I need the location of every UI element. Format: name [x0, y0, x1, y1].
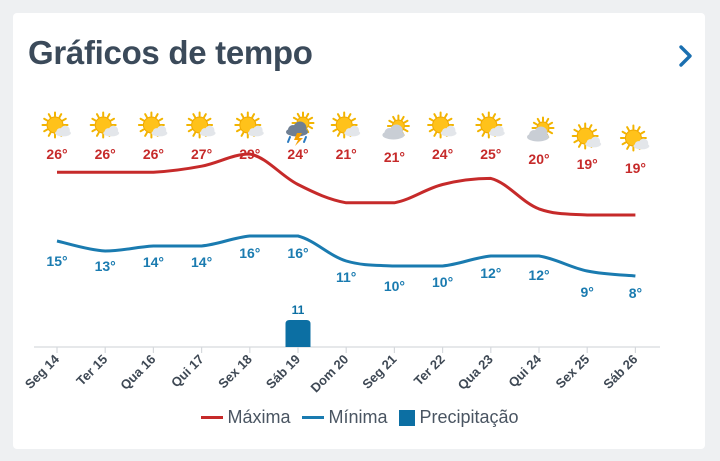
max-temp-label: 21°: [384, 149, 405, 165]
max-temp-label: 20°: [528, 151, 549, 167]
sun-cloud-icon: [186, 111, 216, 139]
sun-cloud-icon: [571, 122, 602, 150]
sun-cloud-icon: [475, 111, 505, 139]
max-temp-label: 26°: [143, 146, 164, 162]
legend-item-precip: Precipitação: [399, 407, 519, 428]
x-tick-label: Sáb 19: [263, 352, 303, 392]
page-title: Gráficos de tempo: [28, 34, 313, 71]
x-tick-label: Ter 15: [73, 352, 110, 389]
min-temp-label: 14°: [191, 254, 212, 270]
sun-cloud-icon: [234, 111, 264, 139]
x-tick-label: Sex 18: [215, 352, 255, 392]
x-tick-label: Seg 14: [22, 351, 63, 392]
cloudy-icon: [527, 116, 555, 142]
x-tick-label: Sáb 26: [600, 352, 640, 392]
sun-cloud-icon: [137, 111, 168, 139]
x-tick-label: Ter 22: [411, 352, 448, 389]
cloudy-icon: [382, 114, 410, 140]
legend-swatch-min: [302, 416, 325, 419]
max-temp-label: 26°: [95, 146, 116, 162]
min-temp-line: [56, 234, 636, 278]
x-tick-label: Seg 21: [359, 352, 399, 392]
sun-cloud-icon: [41, 111, 71, 139]
x-tick-label: Qui 17: [168, 352, 207, 391]
min-temp-label: 10°: [432, 274, 453, 290]
legend-label-min: Mínima: [328, 407, 388, 427]
chevron-right-icon[interactable]: [674, 42, 696, 70]
max-temp-label: 26°: [46, 146, 67, 162]
max-temp-label: 19°: [625, 160, 646, 176]
x-tick-label: Sex 25: [553, 352, 593, 392]
max-temp-label: 24°: [287, 146, 308, 162]
chart-legend: Máxima Mínima Precipitação: [0, 407, 720, 428]
weather-chart-card: [13, 13, 705, 449]
x-tick-label: Qua 23: [455, 352, 496, 393]
min-temp-label: 14°: [143, 254, 164, 270]
min-temp-label: 12°: [528, 267, 549, 283]
min-temp-label: 11°: [336, 269, 356, 285]
max-temp-line: [57, 152, 636, 217]
sun-cloud-icon: [89, 111, 120, 139]
min-temp-label: 15°: [46, 253, 67, 269]
precip-bar: [285, 320, 311, 347]
min-temp-label: 16°: [239, 245, 260, 261]
precip-label: 11: [292, 303, 305, 317]
max-temp-label: 21°: [336, 146, 357, 162]
min-temp-label: 8°: [629, 285, 642, 301]
sun-cloud-icon: [619, 124, 650, 152]
legend-label-max: Máxima: [227, 407, 291, 427]
x-tick-label: Qua 16: [117, 352, 158, 393]
max-temp-label: 19°: [577, 156, 598, 172]
max-temp-label: 29°: [239, 146, 260, 162]
max-temp-label: 25°: [480, 146, 501, 162]
legend-swatch-precip: [399, 409, 416, 426]
min-temp-label: 12°: [480, 265, 501, 281]
min-temp-label: 9°: [581, 284, 594, 300]
legend-label-precip: Precipitação: [419, 407, 519, 427]
min-temp-label: 16°: [287, 245, 308, 261]
sun-cloud-icon: [427, 111, 457, 139]
max-temp-label: 24°: [432, 146, 453, 162]
max-temp-label: 27°: [191, 146, 212, 162]
min-temp-label: 13°: [95, 258, 116, 274]
min-temp-label: 10°: [384, 278, 405, 294]
legend-swatch-max: [201, 416, 224, 419]
sun-cloud-icon: [330, 111, 361, 139]
x-tick-label: Qui 24: [505, 351, 544, 390]
x-tick-label: Dom 20: [308, 352, 352, 396]
legend-item-max: Máxima: [201, 407, 290, 428]
legend-item-min: Mínima: [302, 407, 387, 428]
thunderstorm-icon: [286, 111, 315, 146]
